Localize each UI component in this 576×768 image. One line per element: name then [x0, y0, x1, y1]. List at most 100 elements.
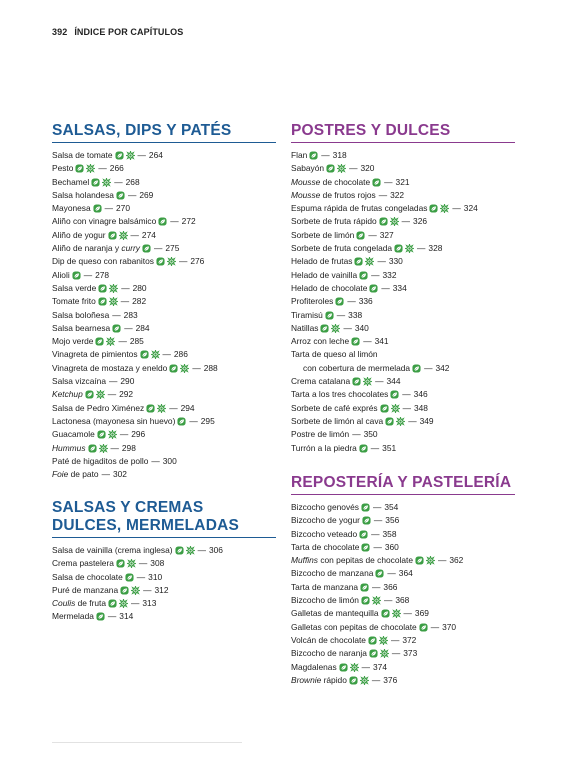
entry-page: 300 — [162, 455, 177, 466]
index-entry: Crema catalana —344 — [291, 375, 515, 388]
entry-continuation: con cobertura de mermelada — [303, 362, 411, 373]
index-entry: Mayonesa —270 — [52, 202, 276, 215]
index-entry: Salsa holandesa —269 — [52, 189, 276, 202]
entry-page: 308 — [150, 558, 165, 569]
leaf-icon — [361, 543, 371, 552]
leaf-icon — [139, 350, 149, 360]
entry-name: Galletas de mantequilla — [291, 608, 379, 619]
separator: — — [127, 189, 137, 200]
leaf-icon — [354, 257, 364, 266]
leaf-icon — [158, 217, 167, 227]
separator: — — [154, 243, 163, 254]
separator: — — [197, 545, 206, 555]
index-entry: Salsa de tomate —264 — [52, 149, 276, 162]
entry-page: 370 — [442, 621, 457, 632]
separator: — — [347, 296, 356, 307]
entry-name: Salsa de tomate — [52, 150, 113, 160]
index-entry: Mousse de frutos rojos —322 — [291, 189, 515, 202]
entry-name: Tarta de manzana — [291, 581, 359, 592]
separator: — — [402, 389, 411, 400]
entry-page: 302 — [112, 469, 127, 480]
star-icon — [335, 162, 348, 175]
separator: — — [371, 528, 380, 539]
leaf-icon — [146, 404, 155, 413]
index-entry: Sorbete de café exprés —348 — [291, 402, 515, 415]
entry-name: Postre de limón — [291, 429, 350, 440]
leaf-icon — [385, 417, 394, 426]
index-section: SALSAS Y CREMAS DULCES, MERMELADAS Salsa … — [52, 499, 276, 624]
leaf-icon — [91, 178, 100, 187]
star-icon — [424, 554, 437, 567]
entry-page: 268 — [125, 176, 140, 187]
index-entry: Natillas —340 — [291, 322, 515, 335]
entry-name: Bizcocho de yogur — [291, 515, 360, 526]
entry-page: 362 — [449, 555, 464, 566]
entry-name: Guacamole — [52, 429, 95, 440]
star-icon — [155, 402, 168, 415]
leaf-icon — [125, 573, 134, 582]
separator: — — [162, 349, 171, 360]
separator: — — [387, 568, 396, 579]
footer-rule — [52, 742, 242, 743]
separator: — — [452, 203, 461, 214]
star-icon — [85, 162, 97, 175]
entry-page: 283 — [123, 309, 138, 320]
leaf-icon — [112, 324, 121, 333]
entry-name: Mousse de chocolate — [291, 176, 371, 187]
entry-page: 324 — [463, 203, 478, 214]
separator: — — [189, 415, 198, 426]
leaf-icon — [359, 530, 368, 539]
index-entry: Dip de queso con rabanitos —276 — [52, 255, 276, 268]
star-icon — [107, 282, 120, 295]
index-entry: Arroz con leche —341 — [291, 335, 515, 348]
separator: — — [118, 336, 127, 347]
index-entry: Turrón a la piedra —351 — [291, 442, 515, 455]
separator: — — [375, 376, 384, 387]
separator: — — [336, 309, 346, 320]
entry-page: 266 — [109, 163, 124, 174]
leaf-icon — [390, 390, 399, 399]
index-entry: Aliño con vinagre balsámico —272 — [52, 215, 276, 228]
separator: — — [403, 608, 412, 619]
entry-page: 360 — [384, 541, 399, 552]
section-title: SALSAS Y CREMAS DULCES, MERMELADAS — [52, 499, 276, 538]
entry-page: 351 — [382, 442, 397, 453]
separator: — — [137, 150, 146, 160]
index-entry: Helado de chocolate —334 — [291, 282, 515, 295]
entry-name: Crema pastelera — [52, 558, 114, 569]
entry-page: 354 — [384, 502, 399, 512]
separator: — — [109, 376, 118, 387]
entry-name: Sorbete de fruta rápido — [291, 216, 377, 227]
entry-name: Ketchup — [52, 389, 83, 400]
entry-page: 327 — [379, 229, 394, 240]
entry-page: 294 — [180, 402, 195, 413]
separator: — — [114, 176, 123, 187]
separator: — — [170, 216, 179, 227]
leaf-icon — [85, 390, 94, 399]
entry-name: Mousse de frutos rojos — [291, 189, 376, 200]
entry-name: Bizcocho genovés — [291, 502, 359, 512]
index-entry: Bizcocho de naranja —373 — [291, 647, 515, 660]
entry-page: 320 — [360, 163, 375, 174]
leaf-icon — [361, 503, 370, 512]
separator: — — [390, 634, 400, 645]
separator: — — [101, 469, 110, 480]
index-entry: Tomate frito —282 — [52, 295, 276, 308]
entry-name: Sorbete de limón al cava — [291, 415, 384, 426]
separator: — — [83, 269, 93, 280]
entry-page: 342 — [435, 362, 450, 373]
entry-page: 290 — [120, 376, 135, 387]
leaf-icon — [87, 443, 97, 453]
entry-name: Bizcocho veteado — [291, 528, 358, 539]
star-icon — [330, 322, 342, 335]
leaf-icon — [372, 178, 381, 187]
section-title: SALSAS, DIPS Y PATÉS — [52, 122, 276, 143]
index-entry: Galletas de mantequilla —369 — [291, 607, 515, 620]
index-entry: Helado de frutas —330 — [291, 255, 515, 268]
entry-page: 340 — [354, 322, 369, 333]
separator: — — [384, 176, 393, 187]
leaf-icon — [98, 284, 107, 293]
separator: — — [138, 558, 148, 569]
index-entry: Lactonesa (mayonesa sin huevo) —295 — [52, 415, 276, 428]
separator: — — [408, 415, 417, 426]
